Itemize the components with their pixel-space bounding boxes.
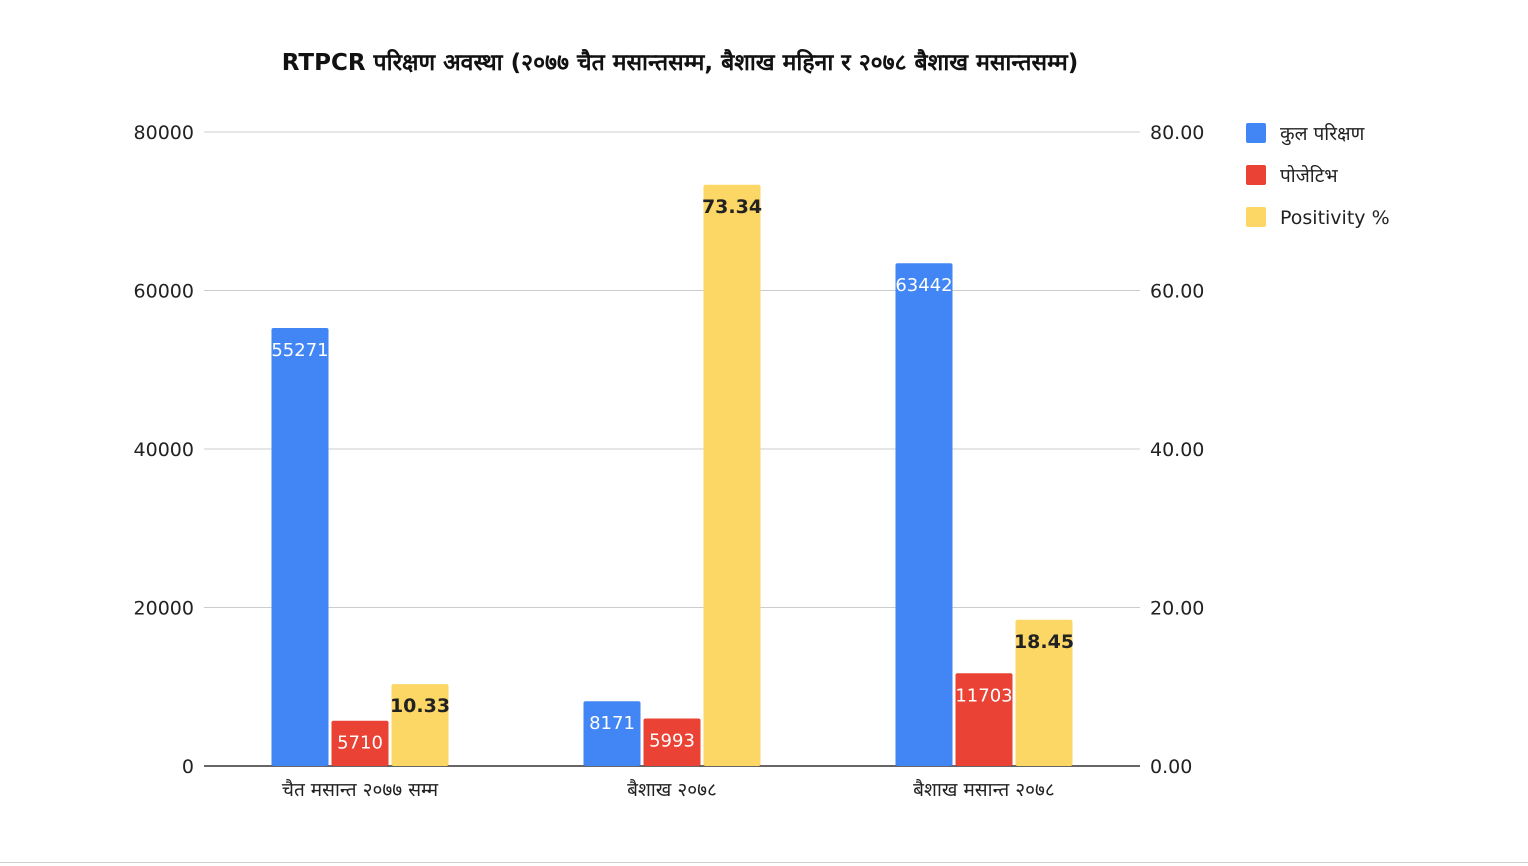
legend-swatch bbox=[1246, 165, 1266, 185]
data-label: 8171 bbox=[589, 713, 635, 734]
legend-label: कुल परिक्षण bbox=[1280, 122, 1365, 146]
bars bbox=[271, 184, 1073, 766]
chart-title: RTPCR परिक्षण अवस्था (२०७७ चैत मसान्तसम्… bbox=[282, 48, 1079, 76]
right-axis: 0.00 20.00 40.00 60.00 80.00 bbox=[1150, 122, 1204, 778]
data-label: 63442 bbox=[895, 275, 952, 296]
data-label: 18.45 bbox=[1014, 631, 1074, 653]
bar bbox=[583, 701, 641, 766]
data-label: 73.34 bbox=[702, 196, 762, 218]
right-tick-label: 40.00 bbox=[1150, 439, 1204, 461]
bar bbox=[703, 184, 761, 766]
bar bbox=[955, 673, 1013, 766]
category-label: बैशाख मसान्त २०७८ bbox=[913, 778, 1055, 801]
legend-swatch bbox=[1246, 207, 1266, 227]
category-axis: चैत मसान्त २०७७ सम्म बैशाख २०७८ बैशाख मसान… bbox=[282, 778, 1055, 801]
legend-label: Positivity % bbox=[1280, 207, 1390, 229]
bottom-divider bbox=[0, 862, 1528, 863]
data-label: 5710 bbox=[337, 733, 383, 754]
data-label: 10.33 bbox=[390, 695, 450, 717]
category-label: बैशाख २०७८ bbox=[627, 778, 717, 801]
bar bbox=[895, 263, 953, 766]
legend-item: कुल परिक्षण bbox=[1246, 122, 1365, 146]
left-tick-label: 0 bbox=[182, 756, 194, 778]
legend-item: पोजेटिभ bbox=[1246, 164, 1338, 187]
data-label: 55271 bbox=[271, 340, 328, 361]
data-labels: 55271 5710 10.33 8171 5993 73.34 63442 11703 18.… bbox=[271, 196, 1074, 754]
left-axis: 0 20000 40000 60000 80000 bbox=[134, 122, 194, 778]
legend: कुल परिक्षण पोजेटिभ Positivity % bbox=[1246, 122, 1390, 229]
gridlines bbox=[204, 131, 1140, 767]
left-tick-label: 40000 bbox=[134, 439, 194, 461]
data-label: 5993 bbox=[649, 731, 695, 752]
bar bbox=[271, 327, 329, 766]
data-label: 11703 bbox=[955, 685, 1012, 706]
left-tick-label: 60000 bbox=[134, 281, 194, 303]
right-tick-label: 20.00 bbox=[1150, 598, 1204, 620]
left-tick-label: 80000 bbox=[134, 122, 194, 144]
legend-label: पोजेटिभ bbox=[1280, 164, 1338, 187]
right-tick-label: 0.00 bbox=[1150, 756, 1192, 778]
right-tick-label: 80.00 bbox=[1150, 122, 1204, 144]
bar bbox=[331, 720, 389, 766]
bar bbox=[1015, 619, 1073, 766]
bar bbox=[391, 684, 449, 766]
legend-swatch bbox=[1246, 123, 1266, 143]
legend-item: Positivity % bbox=[1246, 207, 1390, 229]
left-tick-label: 20000 bbox=[134, 598, 194, 620]
right-tick-label: 60.00 bbox=[1150, 281, 1204, 303]
category-label: चैत मसान्त २०७७ सम्म bbox=[282, 778, 439, 801]
bar bbox=[643, 718, 701, 766]
